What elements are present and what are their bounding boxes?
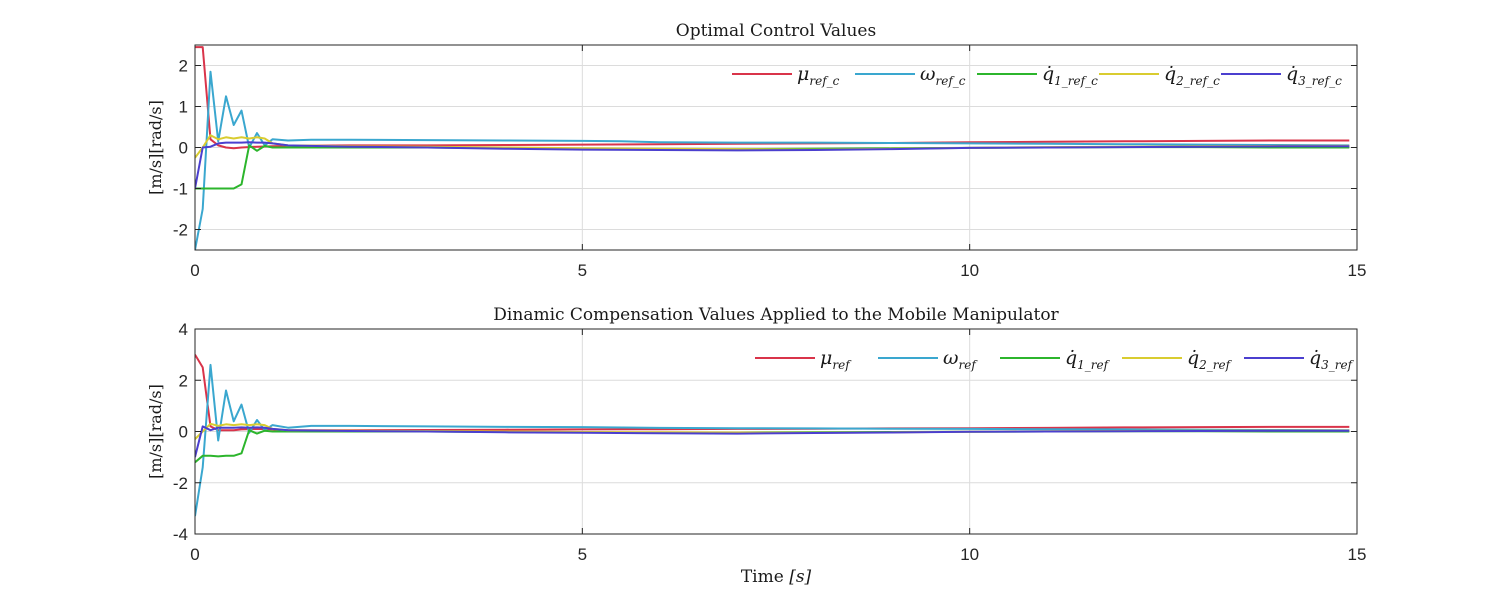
subplot-dynamic-compensation: 0 5 10 15 -4 -2 0 2 4 Dinamic Compensation Values… [146,305,1366,564]
chart-title: Optimal Control Values [676,21,876,41]
series-group [195,46,1350,250]
legend-entry-3: q̇2_ref [1122,347,1233,372]
series-line-1 [195,70,1350,250]
legend-entry-4: q̇3_ref [1244,347,1355,372]
y-tick-label: -2 [173,474,188,493]
legend-entry-0: μref_c [732,63,840,88]
x-tick-label: 15 [1348,261,1367,280]
legend-label: μref [820,347,852,372]
legend-entry-0: μref [755,347,852,372]
x-tick-label: 10 [960,261,979,280]
x-tick-label: 15 [1348,545,1367,564]
y-tick-label: 0 [179,423,188,442]
legend-entry-2: q̇1_ref [1000,347,1111,372]
y-tick-label: 2 [179,57,188,76]
legend-label: ωref_c [920,63,966,88]
legend-label: q̇1_ref [1065,347,1111,372]
x-tick-label: 10 [960,545,979,564]
x-tick-label: 5 [578,545,587,564]
series-line-4 [195,425,1350,458]
legend-entry-2: q̇1_ref_c [977,63,1098,88]
legend-label: ωref [943,347,978,372]
chart-title: Dinamic Compensation Values Applied to t… [493,305,1059,325]
legend-entry-4: q̇3_ref_c [1221,63,1342,88]
x-tick-label: 0 [190,261,199,280]
y-tick-label: -1 [173,180,188,199]
x-tick-label: 0 [190,545,199,564]
legend-label: q̇3_ref [1309,347,1355,372]
y-tick-label: -4 [173,525,188,544]
y-tick-label: -2 [173,221,188,240]
legend-label: q̇1_ref_c [1042,63,1098,88]
x-tick-label: 5 [578,261,587,280]
series-line-0 [195,46,1350,150]
legend-entry-1: ωref [878,347,978,372]
y-tick-label: 1 [179,98,188,117]
y-axis-label: [m/s][rad/s] [146,100,165,195]
y-axis-label: [m/s][rad/s] [146,384,165,479]
series-line-4 [195,141,1350,189]
series-line-0 [195,354,1350,432]
legend-label: q̇2_ref_c [1164,63,1220,88]
x-axis-label: Time [s] [741,567,812,587]
y-tick-label: 2 [179,371,188,390]
series-group [195,354,1350,517]
series-line-1 [195,363,1350,517]
legend-label: q̇3_ref_c [1286,63,1342,88]
legend-entry-3: q̇2_ref_c [1099,63,1220,88]
y-tick-label: 0 [179,139,188,158]
subplot-optimal-control: 0 5 10 15 -2 -1 0 1 2 Optimal Control Values [m/s]… [146,21,1366,280]
legend-label: q̇2_ref [1187,347,1233,372]
legend-label: μref_c [797,63,840,88]
y-tick-label: 4 [179,320,188,339]
legend-entry-1: ωref_c [855,63,966,88]
